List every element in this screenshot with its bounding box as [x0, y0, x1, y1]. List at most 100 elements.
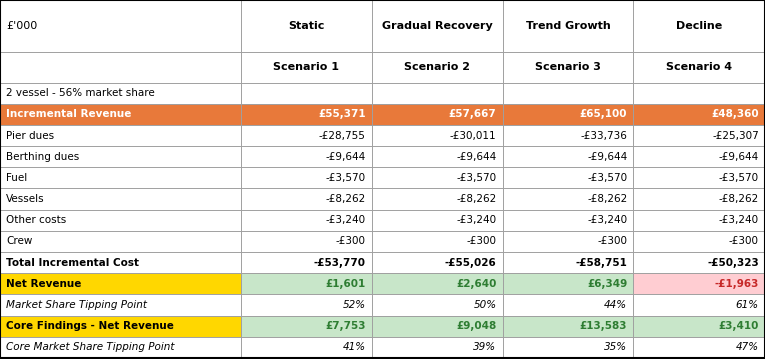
Bar: [241, 0, 372, 52]
Bar: [0, 273, 241, 294]
Bar: [633, 294, 765, 316]
Text: Berthing dues: Berthing dues: [6, 152, 80, 162]
Bar: [241, 0, 372, 52]
Bar: [372, 294, 503, 316]
Bar: [633, 83, 765, 104]
Bar: [633, 146, 765, 167]
Bar: [503, 0, 633, 52]
Text: -£9,644: -£9,644: [587, 152, 627, 162]
Text: 47%: 47%: [736, 342, 759, 352]
Text: 35%: 35%: [604, 342, 627, 352]
Bar: [503, 252, 633, 273]
Bar: [503, 146, 633, 167]
Bar: [633, 125, 765, 146]
Bar: [372, 83, 503, 104]
Text: Crew: Crew: [6, 237, 32, 246]
Text: -£9,644: -£9,644: [718, 152, 759, 162]
Bar: [503, 337, 633, 358]
Text: Incremental Revenue: Incremental Revenue: [6, 109, 132, 119]
Bar: [503, 210, 633, 231]
Text: -£50,323: -£50,323: [707, 258, 759, 267]
Bar: [241, 231, 372, 252]
Bar: [241, 125, 372, 146]
Bar: [372, 52, 503, 83]
Text: -£3,570: -£3,570: [719, 173, 759, 183]
Text: Vessels: Vessels: [6, 194, 44, 204]
Bar: [0, 252, 241, 273]
Bar: [372, 273, 503, 294]
Bar: [372, 0, 503, 52]
Bar: [241, 231, 372, 252]
Bar: [241, 337, 372, 358]
Text: Core Findings - Net Revenue: Core Findings - Net Revenue: [6, 321, 174, 331]
Bar: [241, 337, 372, 358]
Bar: [633, 231, 765, 252]
Bar: [0, 294, 241, 316]
Text: -£53,770: -£53,770: [314, 258, 366, 267]
Bar: [241, 146, 372, 167]
Bar: [503, 52, 633, 83]
Bar: [372, 125, 503, 146]
Bar: [241, 167, 372, 188]
Text: -£3,240: -£3,240: [719, 215, 759, 225]
Bar: [633, 273, 765, 294]
Bar: [372, 316, 503, 337]
Bar: [0, 210, 241, 231]
Text: £2,640: £2,640: [456, 279, 496, 289]
Bar: [241, 52, 372, 83]
Bar: [0, 0, 241, 52]
Bar: [0, 188, 241, 210]
Text: £48,360: £48,360: [711, 109, 759, 119]
Bar: [372, 210, 503, 231]
Bar: [503, 52, 633, 83]
Bar: [503, 104, 633, 125]
Bar: [503, 273, 633, 294]
Text: £13,583: £13,583: [580, 321, 627, 331]
Text: Decline: Decline: [676, 21, 722, 31]
Text: Net Revenue: Net Revenue: [6, 279, 82, 289]
Bar: [503, 273, 633, 294]
Text: Gradual Recovery: Gradual Recovery: [382, 21, 493, 31]
Text: -£3,570: -£3,570: [457, 173, 496, 183]
Text: Scenario 2: Scenario 2: [404, 62, 470, 72]
Text: -£300: -£300: [597, 237, 627, 246]
Text: -£9,644: -£9,644: [456, 152, 496, 162]
Bar: [0, 125, 241, 146]
Bar: [633, 167, 765, 188]
Bar: [372, 337, 503, 358]
Bar: [241, 167, 372, 188]
Text: £57,667: £57,667: [449, 109, 496, 119]
Bar: [503, 231, 633, 252]
Bar: [372, 316, 503, 337]
Bar: [372, 104, 503, 125]
Text: Other costs: Other costs: [6, 215, 67, 225]
Bar: [241, 252, 372, 273]
Bar: [503, 104, 633, 125]
Text: Trend Growth: Trend Growth: [526, 21, 610, 31]
Bar: [372, 210, 503, 231]
Bar: [0, 104, 241, 125]
Bar: [633, 0, 765, 52]
Text: -£33,736: -£33,736: [581, 131, 627, 140]
Bar: [372, 167, 503, 188]
Bar: [633, 188, 765, 210]
Bar: [372, 125, 503, 146]
Bar: [241, 104, 372, 125]
Bar: [0, 52, 241, 83]
Bar: [503, 125, 633, 146]
Bar: [241, 210, 372, 231]
Bar: [633, 252, 765, 273]
Text: 61%: 61%: [736, 300, 759, 310]
Bar: [0, 83, 241, 104]
Text: Pier dues: Pier dues: [6, 131, 54, 140]
Text: -£30,011: -£30,011: [450, 131, 496, 140]
Bar: [0, 210, 241, 231]
Bar: [633, 52, 765, 83]
Text: -£300: -£300: [336, 237, 366, 246]
Bar: [241, 316, 372, 337]
Bar: [372, 252, 503, 273]
Text: 50%: 50%: [474, 300, 496, 310]
Bar: [372, 252, 503, 273]
Bar: [633, 316, 765, 337]
Bar: [241, 146, 372, 167]
